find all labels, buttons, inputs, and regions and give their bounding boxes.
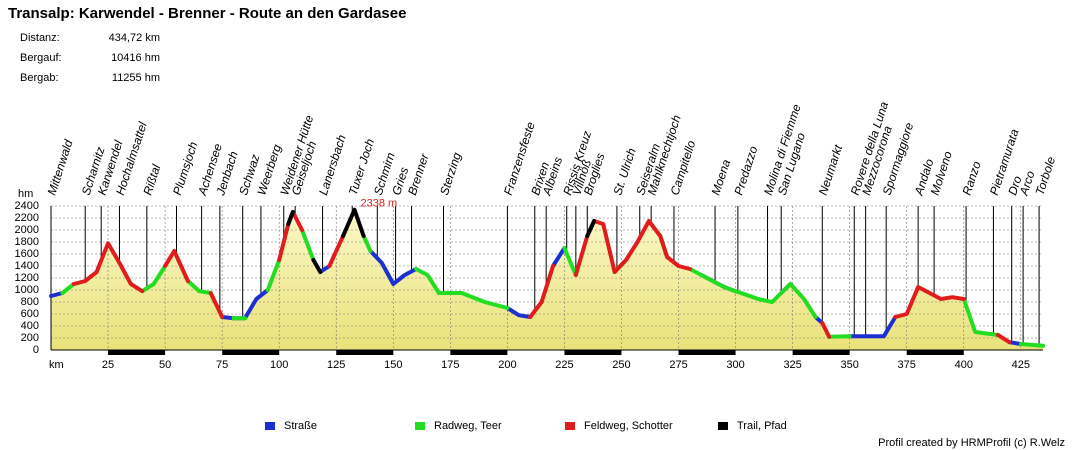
scale-bar xyxy=(792,350,850,355)
legend-swatch xyxy=(565,422,575,430)
x-tick-label: 75 xyxy=(216,359,228,371)
waypoint-label: Mittenwald xyxy=(45,138,76,197)
y-tick-label: 2400 xyxy=(15,200,39,212)
stat-value: 434,72 km xyxy=(109,32,160,44)
stat-label: Distanz: xyxy=(20,32,60,44)
x-tick-label: 275 xyxy=(669,359,687,371)
stat-value: 11255 hm xyxy=(112,72,160,84)
y-tick-label: 400 xyxy=(21,320,39,332)
scale-bar xyxy=(450,350,508,355)
scale-bar xyxy=(108,350,166,355)
waypoint-label: Rißtal xyxy=(140,162,163,196)
peak-annotation: 2338 m xyxy=(360,198,397,210)
stat-value: 10416 hm xyxy=(111,52,160,64)
x-axis-label: km xyxy=(49,359,64,371)
y-tick-label: 1800 xyxy=(15,236,39,248)
x-tick-label: 425 xyxy=(1012,359,1030,371)
legend-label: Feldweg, Schotter xyxy=(584,420,673,432)
waypoint-label: Ranzo xyxy=(960,159,984,197)
x-tick-label: 300 xyxy=(726,359,744,371)
legend-swatch xyxy=(718,422,728,430)
stat-label: Bergauf: xyxy=(20,52,62,64)
scale-bar xyxy=(678,350,736,355)
scale-bar xyxy=(906,350,964,355)
y-tick-label: 800 xyxy=(21,296,39,308)
x-tick-label: 125 xyxy=(327,359,345,371)
y-tick-label: 0 xyxy=(33,344,39,356)
profile-fill xyxy=(51,209,1043,350)
legend-label: Trail, Pfad xyxy=(737,420,787,432)
x-tick-label: 400 xyxy=(955,359,973,371)
waypoint-label: Lanersbach xyxy=(316,133,349,197)
x-tick-label: 100 xyxy=(270,359,288,371)
waypoint-label: Sterzing xyxy=(437,150,464,197)
x-tick-label: 250 xyxy=(612,359,630,371)
profile-line xyxy=(286,207,597,274)
x-tick-label: 150 xyxy=(384,359,402,371)
legend-swatch xyxy=(265,422,275,430)
credit: Profil created by HRMProfil (c) R.Welz xyxy=(878,437,1065,449)
x-tick-label: 375 xyxy=(898,359,916,371)
legend-swatch xyxy=(415,422,425,430)
scale-bar xyxy=(336,350,394,355)
stat-label: Bergab: xyxy=(20,72,59,84)
x-tick-label: 25 xyxy=(102,359,114,371)
x-tick-label: 350 xyxy=(840,359,858,371)
legend-label: Straße xyxy=(284,420,317,432)
waypoint-label: Moena xyxy=(709,157,734,197)
y-tick-label: 600 xyxy=(21,308,39,320)
y-tick-label: 2200 xyxy=(15,212,39,224)
legend-label: Radweg, Teer xyxy=(434,420,502,432)
waypoint-label: Predazzo xyxy=(731,144,760,197)
y-tick-label: 1400 xyxy=(15,260,39,272)
y-tick-label: 200 xyxy=(21,332,39,344)
waypoint-label: Dro xyxy=(1005,174,1024,197)
chart-title: Transalp: Karwendel - Brenner - Route an… xyxy=(8,5,406,22)
x-tick-label: 325 xyxy=(783,359,801,371)
y-tick-label: 1200 xyxy=(15,272,39,284)
scale-bar xyxy=(222,350,280,355)
x-tick-label: 200 xyxy=(498,359,516,371)
y-tick-label: 1000 xyxy=(15,284,39,296)
x-tick-label: 175 xyxy=(441,359,459,371)
y-tick-label: 1600 xyxy=(15,248,39,260)
y-tick-label: 2000 xyxy=(15,224,39,236)
y-axis-label: hm xyxy=(18,188,33,200)
waypoint-label: Neumarkt xyxy=(816,142,846,196)
x-tick-label: 50 xyxy=(159,359,171,371)
x-tick-label: 225 xyxy=(555,359,573,371)
scale-bar xyxy=(564,350,622,355)
